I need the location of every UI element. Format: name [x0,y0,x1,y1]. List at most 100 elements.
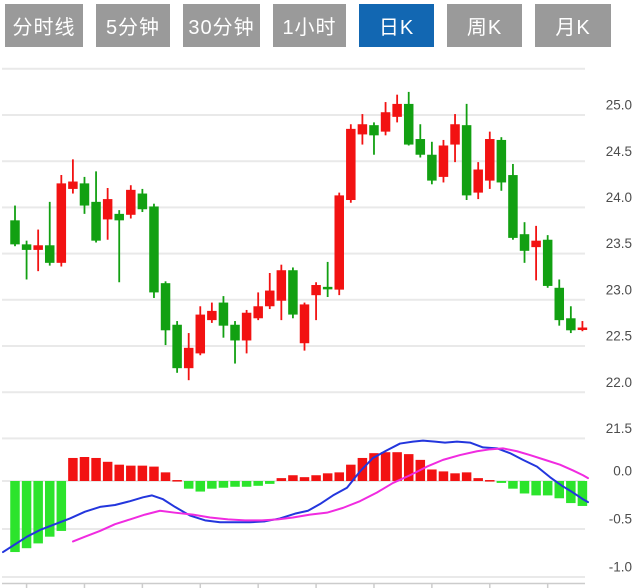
macd-bar [380,452,391,481]
candle-body [149,206,159,293]
macd-bar [102,461,113,481]
candle-body [56,183,67,263]
tab-weekly-k[interactable]: 周K [447,4,522,47]
price-tick-label: 24.5 [606,144,632,159]
tab-30min[interactable]: 30分钟 [183,4,260,47]
candle-body [508,175,518,238]
candle-body [79,183,90,206]
candle-body [218,302,229,326]
candle-body [346,128,356,201]
tab-5min[interactable]: 5分钟 [96,4,170,47]
candle-body [496,139,507,183]
candle-body [207,310,217,321]
macd-bar [299,477,310,481]
macd-bar [91,457,101,481]
macd-bar [79,457,90,481]
macd-bar [473,478,483,481]
macd-bar [346,464,356,481]
macd-bar [577,481,588,506]
macd-bar [207,481,217,489]
macd-bar [542,481,553,496]
price-tick-label: 21.5 [606,421,632,436]
macd-bar [519,481,530,494]
candle-body [415,139,426,155]
candle-body [195,314,206,354]
candle-body [450,124,460,145]
kline-chart[interactable]: 25.0 24.5 24.0 23.5 23.0 22.5 22.0 21.5 0.0 -0.5 -… [0,58,639,588]
macd-bar [485,480,495,482]
tab-daily-k[interactable]: 日K [359,4,434,47]
candle-body [126,189,136,215]
candle-body [265,290,275,307]
candle-body [519,234,530,251]
candle-body [230,324,240,341]
price-tick-label: 23.5 [606,236,632,251]
candle-body [160,283,171,331]
candle-body [21,244,32,250]
macd-bar [68,457,78,481]
macd-bar [554,481,565,499]
macd-bar [126,465,136,481]
candle-body [473,169,483,193]
macd-bar [334,472,344,481]
candle-body [299,304,310,344]
candle-body [380,112,391,132]
macd-bar [508,481,518,489]
candle-body [114,213,124,221]
candle-body [102,199,113,220]
candle-body [485,139,495,181]
macd-bar [461,472,472,481]
candle-body [276,270,287,301]
candle-body [33,245,43,250]
candle-body [10,220,20,245]
candle-body [438,145,449,177]
price-tick-label: 22.0 [606,375,632,390]
candle-body [427,154,437,181]
candle-body [554,287,565,321]
candle-body [288,270,298,315]
macd-bar [149,466,159,481]
macd-dif-line [2,439,589,554]
macd-dea-line [72,447,589,543]
macd-bar [496,481,507,483]
candle-body [461,125,472,196]
candle-body [577,327,588,331]
macd-bar [183,481,194,489]
price-tick-label: 25.0 [606,98,632,113]
candle-body [241,312,252,341]
macd-bar [288,475,298,481]
macd-bar [311,475,321,481]
price-tick-label: 22.5 [606,329,632,344]
macd-bar [160,472,171,481]
price-axis-labels: 25.0 24.5 24.0 23.5 23.0 22.5 22.0 21.5 0.0 -0.5 -… [606,98,632,575]
tab-monthly-k[interactable]: 月K [535,4,611,47]
macd-bar [137,465,148,481]
candle-body [531,240,541,248]
candle-body [392,103,402,117]
macd-bar [21,481,32,549]
macd-bar [438,471,449,481]
macd-bar [392,452,402,481]
candle-body [91,201,101,241]
tab-1hour[interactable]: 1小时 [273,4,346,47]
candle-body [137,193,148,210]
macd-bar [241,481,252,487]
macd-bar [253,481,263,486]
candle-body [357,124,368,135]
kline-interval-tabbar: 分时线 5分钟 30分钟 1小时 日K 周K 月K [5,4,611,47]
tab-timeline[interactable]: 分时线 [5,4,83,47]
price-tick-label: 23.0 [606,282,632,297]
candle-body [334,195,344,290]
macd-bar [403,454,414,481]
candle-body [542,239,553,286]
candle-body [322,286,333,290]
macd-bar [10,481,20,553]
price-tick-label: 24.0 [606,190,632,205]
candle-body [566,318,576,331]
macd-histogram [10,452,588,553]
macd-bar [276,478,287,481]
x-axis [2,582,585,588]
macd-bar [427,469,437,481]
indicator-tick-label: 0.0 [613,464,632,479]
candle-body [172,324,182,369]
